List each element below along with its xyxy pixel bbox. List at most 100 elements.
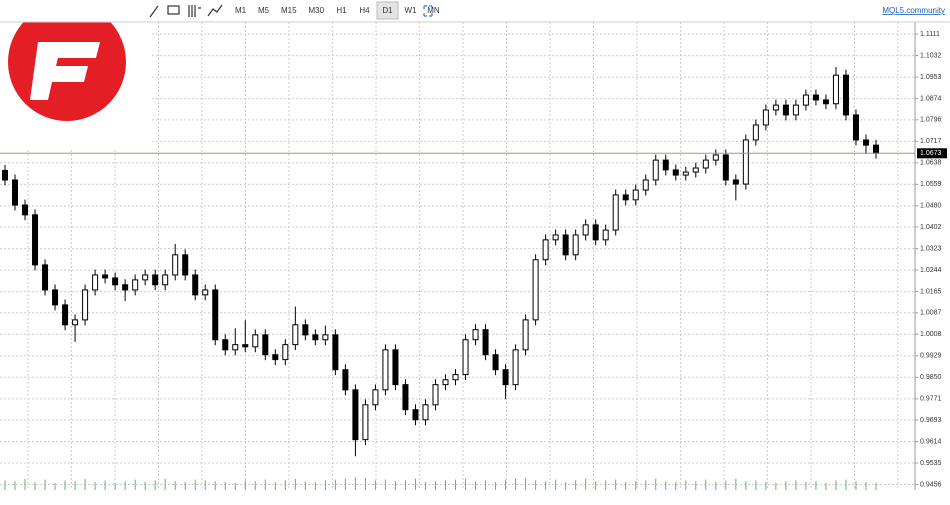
candle-body [602,229,609,241]
objects-tool[interactable] [207,4,223,17]
candle-body [382,349,389,391]
candle-body [562,234,569,256]
comment-tool[interactable] [167,5,180,15]
y-tick-label: 1.0717 [920,138,942,145]
candle-body [52,289,59,306]
candle-body [572,234,579,256]
candle-body [622,194,629,201]
timeframe-button[interactable]: M15 [281,6,297,15]
candle-body [542,239,549,261]
candle-body [482,329,489,356]
candle-body [592,224,599,241]
candle-body [472,329,479,341]
candle-body [722,154,729,181]
line-tool[interactable] [149,5,159,18]
candle-body [752,124,759,141]
logo-mark [30,42,100,100]
y-tick-label: 1.0402 [920,224,942,231]
candle-body [682,171,689,176]
y-tick-label: 0.9771 [920,396,942,403]
candle-body [252,334,259,348]
candle-body [2,169,8,181]
candle-body [32,214,39,266]
candle-body [862,139,869,146]
candle-body [392,349,399,386]
y-tick-label: 0.9535 [920,460,942,467]
y-tick-label: 1.0874 [920,95,942,102]
y-tick-label: 1.1111 [920,31,940,38]
candle-body [672,169,679,176]
candle-body [442,379,449,386]
candle-body [332,334,339,371]
candle-body [732,179,739,185]
candle-body [212,289,219,341]
logo [8,3,126,121]
candle-body [832,74,839,105]
candle-body [792,104,799,116]
candle-body [172,254,179,276]
y-tick-label: 1.0480 [920,203,942,210]
candle-body [162,274,169,286]
candle-body [642,179,649,191]
y-tick-label: 0.9850 [920,374,942,381]
candle-body [322,334,329,341]
candle-body [842,74,849,116]
community-link[interactable]: MQL5.community [882,6,945,15]
candle-body [702,159,709,169]
candle-body [72,319,79,326]
candle-body [112,277,119,286]
candle-body [342,369,349,391]
y-tick-label: 1.1032 [920,52,942,59]
candle-body [873,144,879,154]
candle-body [132,279,139,291]
candle-body [552,234,559,241]
candle-body [292,324,299,346]
candle-body [142,274,149,281]
timeframe-button[interactable]: H1 [336,6,347,15]
candle-body [222,339,229,351]
candle-body [782,104,789,116]
candle-body [822,99,829,105]
candle-body [102,274,109,279]
candle-body [492,354,499,371]
candle-body [692,167,699,173]
candle-body [302,324,309,336]
candle-body [612,194,619,231]
candle-body [502,369,509,386]
candle-body [122,284,129,291]
candle-body [582,224,589,236]
candle-body [402,384,409,411]
current-price-box [917,148,947,159]
candle-body [12,179,19,206]
y-tick-label: 1.0323 [920,245,942,252]
y-tick-label: 0.9614 [920,438,942,445]
timeframe-button[interactable]: M30 [308,6,324,15]
candle-body [62,304,69,326]
timeframe-button[interactable]: MN [427,6,440,15]
timeframe-button[interactable]: D1 [382,6,393,15]
fullscreen-tool[interactable] [423,5,433,17]
candle-body [202,289,209,296]
candle-body [462,339,469,376]
indicators-tool[interactable] [188,5,201,17]
timeframe-button[interactable]: M5 [258,6,270,15]
candle-body [262,334,269,356]
candle-body [532,259,539,321]
timeframe-button[interactable]: W1 [405,6,418,15]
candle-body [852,114,859,141]
chart-area: 1.1111 1.1032 1.0953 1.0874 1.0796 1.0717 1.06… [0,22,947,490]
candle-body [742,139,749,185]
candle-body [22,204,29,216]
timeframe-button[interactable]: H4 [359,6,370,15]
y-tick-label: 1.0244 [920,267,942,274]
timeframe-active [376,1,399,20]
candle-body [92,274,99,291]
candle-body [812,94,819,101]
y-tick-label: 1.0087 [920,310,942,317]
candle-body [432,384,439,406]
timeframe-button[interactable]: M1 [235,6,247,15]
candle-body [362,404,369,441]
candle-body [452,374,459,381]
candle-body [652,159,659,181]
candle-body [632,189,639,201]
